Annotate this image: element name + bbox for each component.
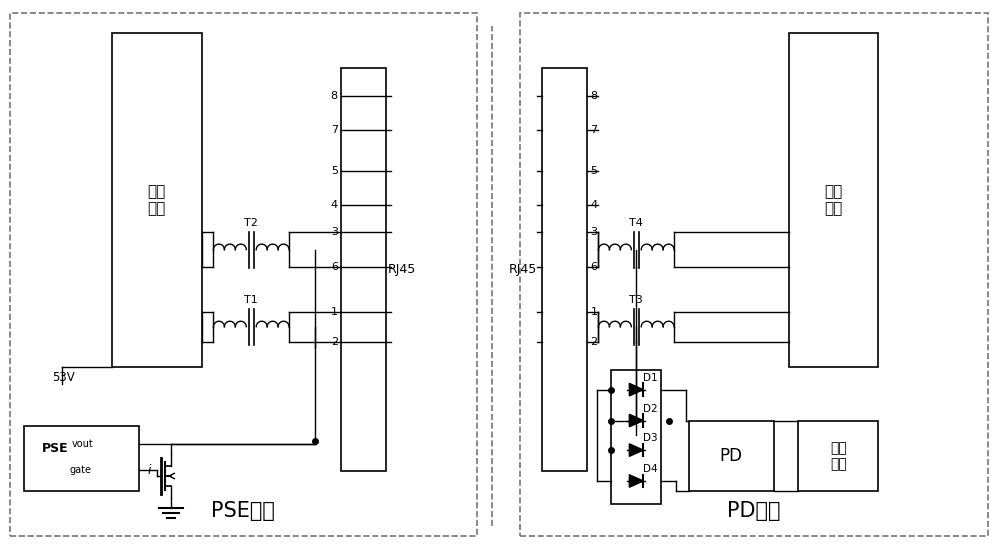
Text: 7: 7 [331,125,338,135]
Bar [341,68,386,471]
Text: 3: 3 [331,227,338,237]
Text: 6: 6 [591,262,598,272]
Text: RJ45: RJ45 [509,263,537,276]
Text: 2: 2 [591,336,598,347]
Bar [10,13,477,536]
Text: gate: gate [69,465,91,475]
Text: T2: T2 [244,218,258,228]
Text: T1: T1 [244,295,258,305]
Text: 7: 7 [591,125,598,135]
Bar [789,33,878,366]
Text: 接口
模块: 接口 模块 [148,184,166,216]
Text: RJ45: RJ45 [388,263,416,276]
Text: 53V: 53V [52,371,75,385]
Text: D1: D1 [643,373,658,383]
Text: T3: T3 [629,295,643,305]
Text: 1: 1 [331,307,338,317]
Text: 接口
模块: 接口 模块 [824,184,842,216]
Bar [798,421,878,491]
Polygon shape [629,475,643,487]
Polygon shape [629,414,643,427]
Text: 4: 4 [331,200,338,211]
Text: 系统
负载: 系统 负载 [830,441,847,471]
Bar [689,421,774,491]
Text: 6: 6 [331,262,338,272]
Text: 2: 2 [331,336,338,347]
Text: 3: 3 [591,227,598,237]
Text: vout: vout [72,439,94,449]
Text: 1: 1 [591,307,598,317]
Text: 8: 8 [331,91,338,101]
Text: T4: T4 [629,218,643,228]
Bar [520,13,988,536]
Text: PSE: PSE [42,443,69,455]
Text: PD: PD [720,447,743,465]
Text: D3: D3 [643,433,658,443]
Polygon shape [629,444,643,456]
Bar [24,426,139,491]
Text: i: i [147,464,151,478]
Text: 4: 4 [591,200,598,211]
Text: D2: D2 [643,404,658,414]
Text: 5: 5 [331,166,338,176]
Bar [542,68,587,471]
Text: PD设备: PD设备 [727,501,780,521]
Bar [611,370,661,504]
Text: D4: D4 [643,464,658,474]
Text: 8: 8 [591,91,598,101]
Text: 5: 5 [591,166,598,176]
Text: PSE设备: PSE设备 [211,501,275,521]
Bar [112,33,202,366]
Polygon shape [629,383,643,396]
